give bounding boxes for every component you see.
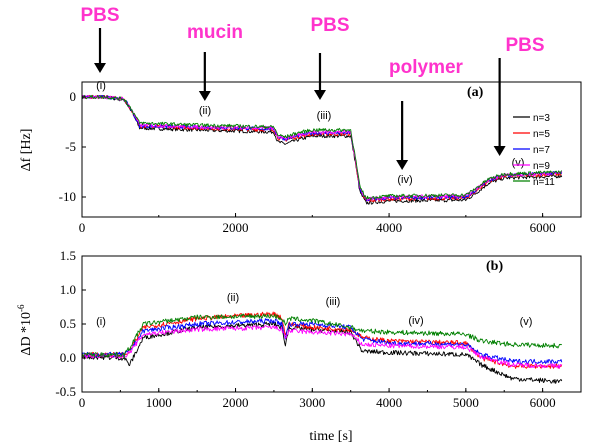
arrow-head [313, 90, 326, 100]
x-tick-label: 1000 [146, 395, 172, 410]
legend-entry: n=11 [533, 177, 555, 188]
y-axis-label-exponent: -6 [16, 304, 26, 312]
phase-label: PBS [310, 15, 349, 36]
series-line-n-7 [81, 318, 563, 365]
legend: n=3 n=5 n=7 n=9 n=11 [513, 113, 555, 188]
plot-frame [81, 81, 582, 218]
series-line-n-9 [81, 325, 563, 369]
x-tick-label: 0 [79, 395, 86, 410]
segment-label: (i) [96, 316, 106, 328]
segment-label: (v) [520, 316, 533, 328]
series-line-n-3 [81, 95, 563, 205]
arrow-head [396, 160, 409, 170]
arrow-head [493, 146, 506, 156]
y-tick-label: 0 [70, 89, 77, 104]
y-axis-label: ΔD *10-6 [16, 304, 34, 356]
series-line-n-11 [81, 313, 563, 358]
panel-b-chart: 0 1000 2000 3000 4000 5000 6000 -0.5 0.0 0.5 1.0 1.… [16, 248, 582, 444]
x-tick-label: 6000 [530, 395, 556, 410]
x-tick-label: 5000 [453, 395, 479, 410]
segment-label: (ii) [199, 105, 211, 117]
legend-entry: n=3 [533, 113, 550, 124]
panel-a-chart: 0 2000 4000 6000 0 -5 -10 (a) (i) (ii) (iii) (iv) (v… [19, 80, 582, 235]
panel-label: (a) [467, 85, 484, 100]
x-tick-label: 4000 [376, 395, 402, 410]
segment-label: (ii) [227, 292, 239, 304]
segment-label: (iv) [408, 315, 423, 327]
phase-label: mucin [187, 22, 243, 43]
x-tick-label: 0 [79, 220, 86, 235]
segment-label: (iv) [397, 174, 412, 186]
arrow-head [94, 63, 106, 73]
y-tick-label: -5 [65, 139, 76, 154]
x-tick-label: 2000 [223, 220, 249, 235]
x-tick-label: 3000 [299, 395, 325, 410]
legend-entry: n=9 [533, 161, 550, 172]
phase-label: PBS [505, 35, 544, 56]
legend-entry: n=5 [533, 129, 550, 140]
panel-label: (b) [486, 259, 503, 274]
phase-label: polymer [389, 57, 464, 78]
x-tick-label: 2000 [223, 395, 249, 410]
y-axis-label-base: ΔD *10 [19, 312, 34, 356]
x-tick-label: 6000 [530, 220, 556, 235]
y-tick-label: 0.5 [60, 316, 76, 331]
segment-label: (iii) [317, 110, 332, 122]
legend-entry: n=7 [533, 145, 550, 156]
series-line-n-11 [81, 94, 563, 200]
y-tick-label: -10 [59, 189, 76, 204]
y-tick-label: 0.0 [60, 350, 76, 365]
y-tick-label: -0.5 [55, 384, 76, 399]
y-tick-label: 1.0 [60, 282, 76, 297]
y-tick-label: 1.5 [60, 248, 76, 263]
x-axis-label: time [s] [309, 429, 352, 444]
y-axis-label: Δf [Hz] [19, 129, 34, 172]
x-tick-label: 4000 [376, 220, 402, 235]
segment-label: (v) [512, 157, 525, 169]
arrow-head [198, 91, 211, 101]
segment-label: (iii) [326, 296, 341, 308]
phase-label: PBS [80, 5, 119, 26]
phase-annotations: PBS mucin PBS polymer PBS [80, 5, 545, 170]
segment-label: (i) [96, 80, 106, 92]
